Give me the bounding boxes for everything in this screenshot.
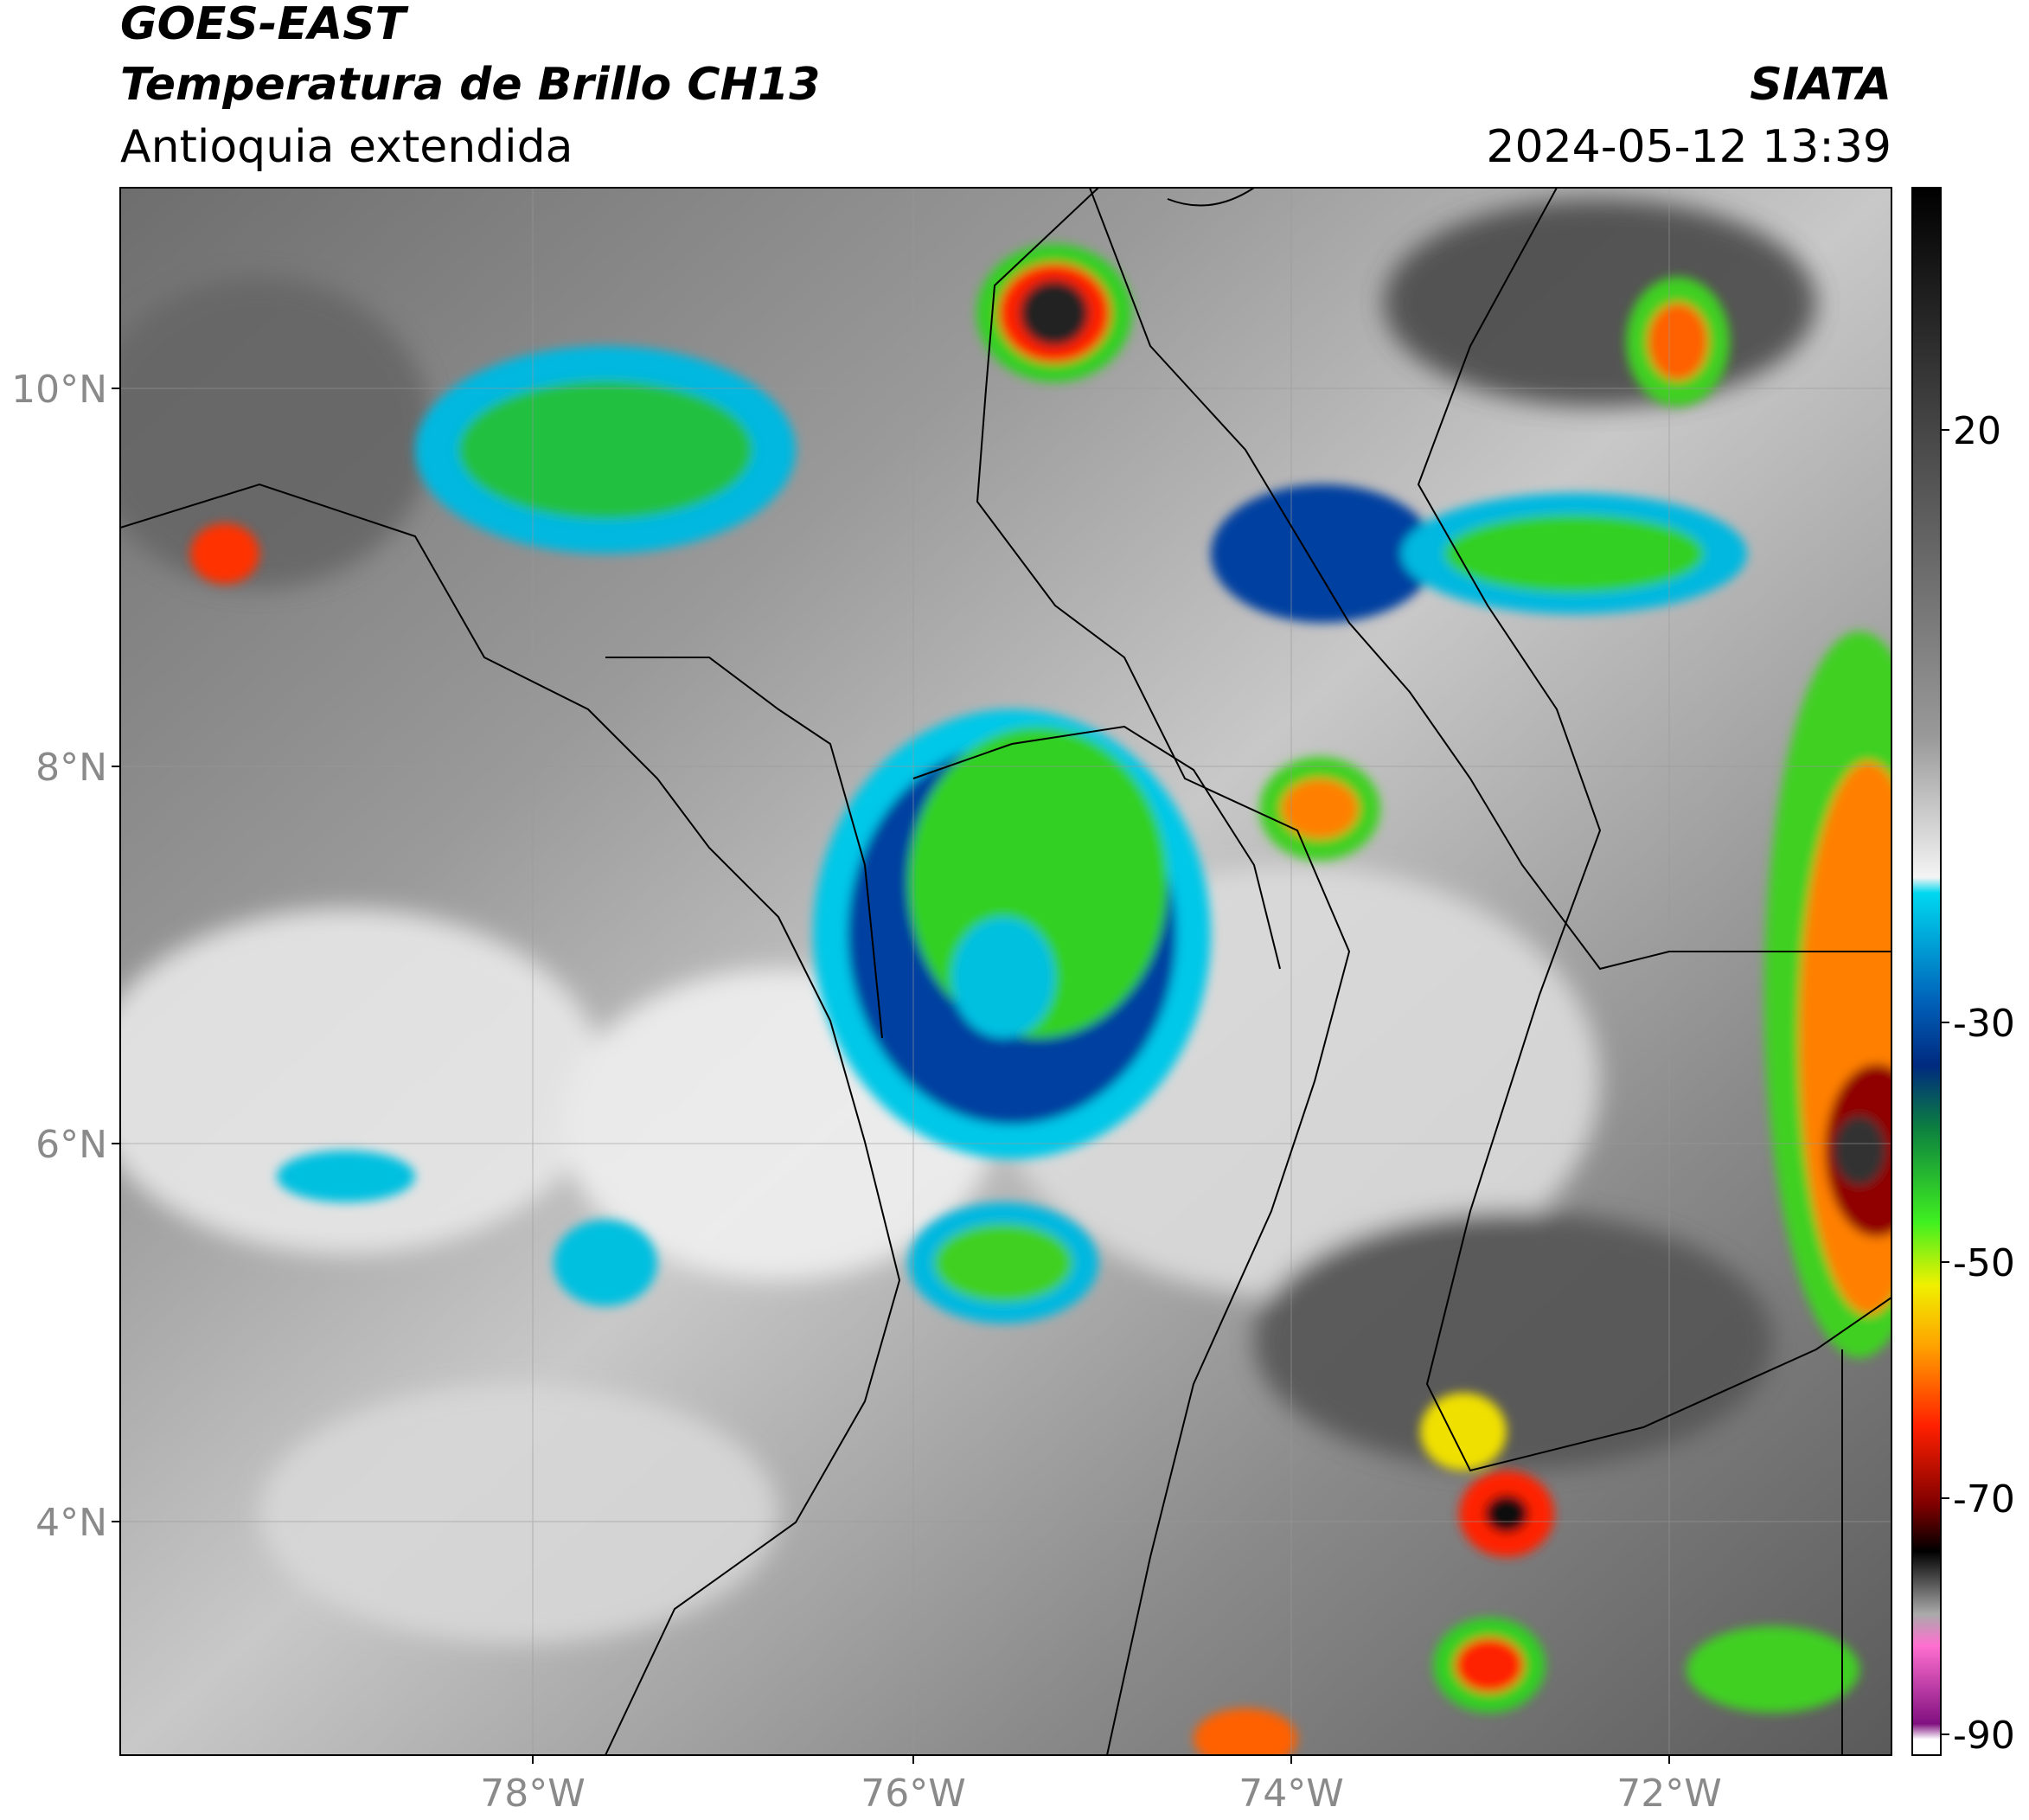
title: GOES-EAST bbox=[120, 0, 409, 50]
colorbar-label: 20 bbox=[1953, 409, 2001, 453]
lat-labels: 10°N 8°N 6°N 4°N bbox=[11, 368, 120, 1545]
colorbar-label: -70 bbox=[1953, 1477, 2015, 1522]
subtitle: Temperatura de Brillo CH13 bbox=[120, 59, 820, 111]
lon-labels: 78°W 76°W 74°W 72°W bbox=[480, 1755, 1722, 1816]
lat-label: 4°N bbox=[35, 1501, 107, 1545]
lat-label: 8°N bbox=[35, 746, 107, 790]
map-frame bbox=[119, 187, 1892, 1756]
lon-label: 74°W bbox=[1239, 1772, 1344, 1816]
boundaries bbox=[120, 188, 1891, 1755]
lon-label: 78°W bbox=[480, 1772, 586, 1816]
lat-label: 6°N bbox=[35, 1123, 107, 1167]
colorbar-label: -30 bbox=[1953, 1002, 2015, 1046]
lat-label: 10°N bbox=[11, 368, 107, 412]
timestamp: 2024-05-12 13:39 bbox=[1486, 121, 1891, 173]
source: SIATA bbox=[1750, 59, 1891, 111]
graticule bbox=[120, 188, 1891, 1755]
lon-label: 76°W bbox=[861, 1772, 966, 1816]
satellite-image bbox=[120, 188, 1891, 1755]
colorbar-label: -90 bbox=[1953, 1714, 2015, 1758]
region: Antioquia extendida bbox=[120, 121, 573, 173]
colorbar-label: -50 bbox=[1953, 1241, 2015, 1285]
colorbar-ticks: 20 -30 -50 -70 -90 bbox=[1941, 409, 2015, 1758]
colorbar bbox=[1911, 187, 1942, 1756]
lon-label: 72°W bbox=[1616, 1772, 1722, 1816]
